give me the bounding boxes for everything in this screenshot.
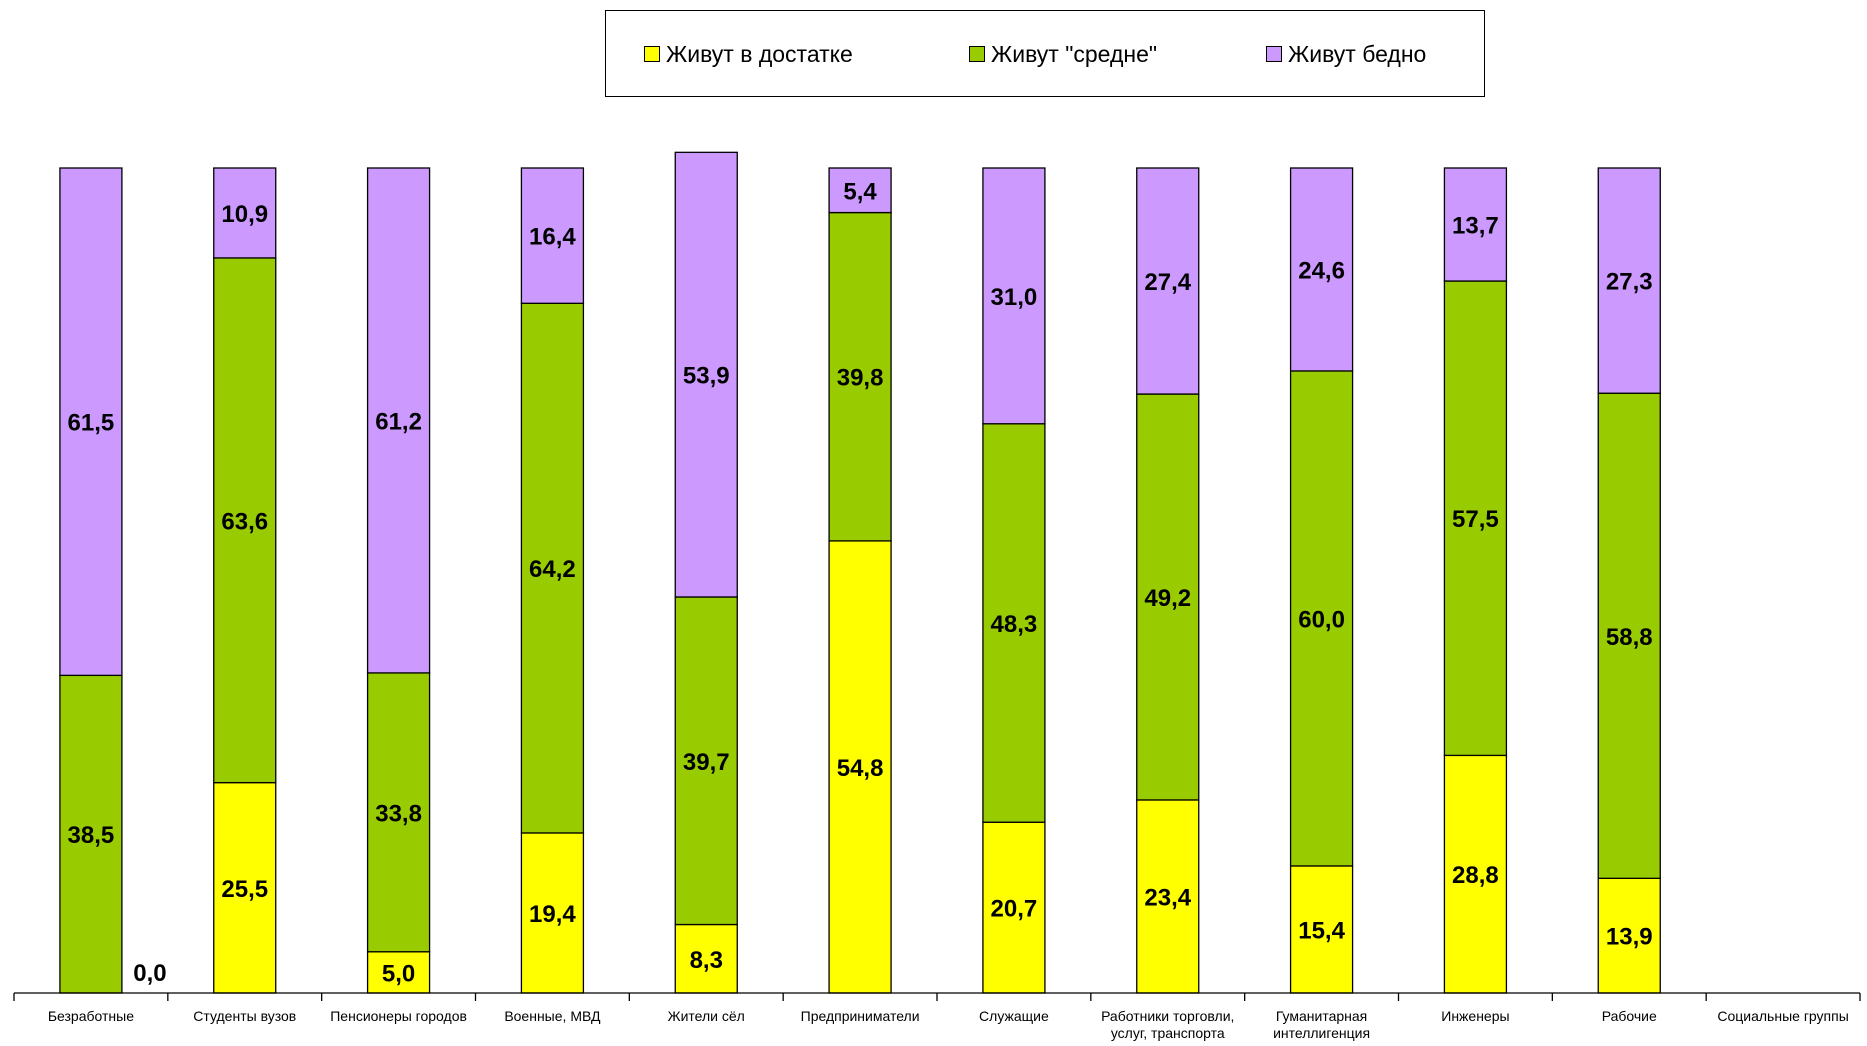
bar-segment-3-2 — [520, 167, 585, 304]
data-label-5-0: 54,8 — [837, 755, 884, 782]
bar-segment-1-1 — [213, 257, 277, 784]
data-label-4-2: 53,9 — [683, 363, 730, 390]
data-label-5-2: 5,4 — [843, 178, 877, 205]
data-label-3-1: 64,2 — [529, 556, 576, 583]
x-tick-label-1: Студенты вузов — [193, 1008, 296, 1024]
bar-segment-1-2 — [213, 167, 277, 259]
data-label-10-2: 27,3 — [1606, 269, 1653, 296]
data-label-4-1: 39,7 — [683, 749, 730, 776]
data-label-7-1: 49,2 — [1144, 585, 1191, 612]
x-tick-label-7: Работники торговли, услуг, транспорта — [1101, 1008, 1234, 1041]
data-label-6-1: 48,3 — [991, 611, 1038, 638]
data-label-2-2: 61,2 — [375, 408, 422, 435]
bar-segment-5-1 — [828, 211, 892, 542]
data-label-0-1: 38,5 — [68, 822, 115, 849]
x-tick-label-3: Военные, МВД — [504, 1008, 601, 1024]
bar-segment-9-2 — [1443, 167, 1508, 282]
data-label-6-2: 31,0 — [991, 284, 1038, 311]
chart-legend: Живут в достатке Живут "средне" Живут бе… — [605, 10, 1485, 97]
data-label-0-0: 0,0 — [133, 960, 166, 987]
data-label-9-0: 28,8 — [1452, 862, 1499, 889]
x-tick-label-4: Жители сёл — [668, 1008, 745, 1024]
legend-item-well-off: Живут в достатке — [644, 41, 853, 67]
bar-segment-4-0 — [674, 923, 738, 994]
data-label-9-1: 57,5 — [1452, 506, 1499, 533]
bar-segment-7-1 — [1136, 393, 1200, 801]
data-label-8-2: 24,6 — [1298, 257, 1345, 284]
data-label-5-1: 39,8 — [837, 365, 884, 392]
x-tick-label-0: Безработные — [48, 1008, 134, 1024]
x-tick-label-11: Социальные группы — [1717, 1008, 1848, 1024]
data-label-4-0: 8,3 — [690, 947, 723, 974]
legend-label-poor: Живут бедно — [1288, 40, 1427, 67]
data-label-9-2: 13,7 — [1452, 213, 1499, 240]
legend-swatch-average — [969, 46, 985, 62]
data-label-10-1: 58,8 — [1606, 624, 1653, 651]
bar-segment-5-0 — [828, 540, 892, 994]
x-tick-label-9: Инженеры — [1441, 1008, 1509, 1024]
data-label-2-1: 33,8 — [375, 800, 422, 827]
bar-segment-4-2 — [674, 151, 738, 598]
bar-segment-10-0 — [1597, 877, 1661, 994]
legend-label-well-off: Живут в достатке — [666, 40, 853, 67]
x-tick-label-2: Пенсионеры городов — [330, 1008, 467, 1024]
bar-segment-7-2 — [1136, 167, 1200, 395]
legend-item-average: Живут "средне" — [969, 41, 1157, 67]
bar-segment-10-1 — [1597, 392, 1661, 879]
data-label-1-2: 10,9 — [221, 201, 268, 228]
bar-segment-1-0 — [213, 781, 277, 994]
data-label-8-0: 15,4 — [1298, 917, 1345, 944]
bar-segment-6-0 — [982, 821, 1046, 994]
data-label-8-1: 60,0 — [1298, 606, 1345, 633]
bar-segment-3-1 — [520, 302, 585, 834]
bar-segment-6-1 — [982, 423, 1046, 823]
bar-segment-10-2 — [1597, 167, 1661, 394]
bar-segment-7-0 — [1136, 799, 1200, 994]
bar-segment-8-0 — [1289, 865, 1354, 994]
bar-segment-2-2 — [366, 167, 431, 674]
x-tick-label-8: Гуманитарная интеллигенция — [1273, 1008, 1370, 1041]
x-tick-label-6: Служащие — [979, 1008, 1049, 1024]
data-label-0-2: 61,5 — [68, 410, 115, 437]
bar-segment-8-1 — [1289, 370, 1354, 867]
bar-segment-8-2 — [1289, 167, 1354, 372]
bar-segment-2-0 — [366, 951, 431, 994]
legend-swatch-poor — [1266, 46, 1282, 62]
bar-segment-4-1 — [674, 596, 738, 926]
bar-segment-5-2 — [828, 167, 892, 214]
data-label-7-2: 27,4 — [1144, 269, 1191, 296]
bar-segment-6-2 — [982, 167, 1046, 425]
legend-label-average: Живут "средне" — [991, 40, 1158, 67]
data-label-6-0: 20,7 — [991, 896, 1038, 923]
legend-swatch-well-off — [644, 46, 660, 62]
data-label-7-0: 23,4 — [1144, 884, 1191, 911]
bar-segment-3-0 — [520, 832, 585, 994]
x-tick-label-5: Предприниматели — [801, 1008, 920, 1024]
data-label-1-0: 25,5 — [221, 876, 268, 903]
data-label-1-1: 63,6 — [221, 508, 268, 535]
data-label-3-0: 19,4 — [529, 901, 576, 928]
x-tick-label-10: Рабочие — [1602, 1008, 1657, 1024]
bar-segment-9-0 — [1443, 754, 1508, 994]
bar-segment-0-2 — [59, 167, 123, 677]
legend-item-poor: Живут бедно — [1266, 41, 1426, 67]
data-label-10-0: 13,9 — [1606, 924, 1653, 951]
bar-segment-2-1 — [366, 672, 431, 953]
data-label-3-2: 16,4 — [529, 224, 576, 251]
bar-segment-9-1 — [1443, 280, 1508, 757]
data-label-2-0: 5,0 — [382, 960, 415, 987]
